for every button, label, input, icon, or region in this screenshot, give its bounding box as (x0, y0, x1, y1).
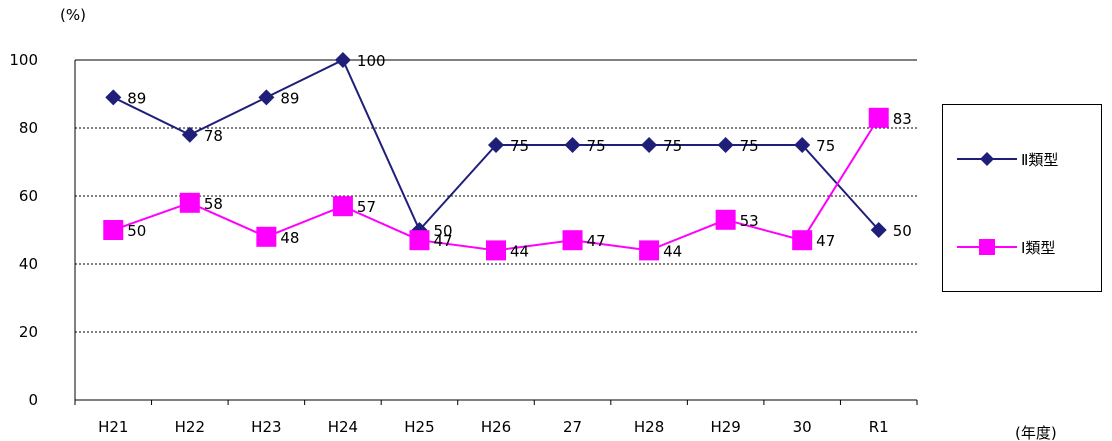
data-label: 44 (663, 242, 682, 260)
data-label: 75 (663, 137, 682, 155)
x-tick-label: H22 (175, 418, 205, 436)
axes (74, 60, 918, 405)
data-label: 78 (204, 127, 223, 145)
data-label: 75 (740, 137, 759, 155)
data-point-diamond (641, 137, 658, 153)
data-point-square (256, 226, 277, 247)
data-point-square (486, 240, 506, 261)
data-point-square (179, 192, 200, 213)
legend-item-series-1: Ⅰ類型 (957, 237, 1055, 257)
series-group (103, 52, 889, 261)
data-label: 50 (893, 222, 912, 240)
data-label: 75 (510, 137, 529, 155)
data-point-diamond (181, 126, 198, 143)
y-tick-label: 40 (19, 255, 38, 273)
y-tick-label: 60 (19, 187, 38, 205)
x-tick-label: H25 (404, 418, 434, 436)
data-label: 89 (280, 89, 299, 107)
legend-item-series-2: Ⅱ類型 (957, 149, 1058, 169)
x-tick-label: 27 (563, 418, 582, 436)
x-unit-label: (年度) (1015, 424, 1057, 441)
x-tick-label: H26 (481, 418, 511, 436)
data-point-square (562, 230, 583, 251)
data-label: 50 (433, 222, 452, 240)
data-label: 47 (587, 232, 606, 250)
data-labels: 89 78 89 100 50 75 75 75 75 75 50 50 58 48 57 47 44 47 44 5… (127, 52, 912, 260)
data-label: 75 (816, 137, 835, 155)
x-tick-label: H23 (251, 418, 281, 436)
data-label: 47 (816, 232, 835, 250)
data-point-square (103, 220, 124, 240)
data-label: 58 (204, 195, 223, 213)
data-point-diamond (334, 52, 351, 68)
data-point-diamond (488, 137, 504, 153)
data-label: 100 (357, 52, 386, 70)
data-point-square (868, 107, 889, 128)
data-point-diamond (105, 89, 122, 106)
data-label: 47 (433, 232, 452, 250)
x-tick-label: 30 (793, 418, 812, 436)
x-tick-label: R1 (869, 418, 889, 436)
data-point-diamond (794, 137, 811, 153)
square-marker-icon (957, 239, 1017, 255)
data-point-square (639, 240, 660, 261)
data-point-square (409, 230, 430, 251)
x-tick-label: H21 (98, 418, 128, 436)
data-label: 89 (127, 89, 146, 107)
diamond-marker-icon (957, 152, 1017, 166)
y-tick-label: 0 (28, 391, 38, 409)
tick-labels: 0 20 40 60 80 100 H21 H22 H23 H24 H25 H26 27 H28 H29 30… (9, 51, 888, 436)
data-point-diamond (870, 222, 887, 238)
data-point-square (332, 196, 353, 217)
x-tick-label: H28 (634, 418, 664, 436)
data-label: 44 (510, 242, 529, 260)
data-label: 83 (893, 110, 912, 128)
data-label: 57 (357, 198, 376, 216)
y-tick-label: 80 (19, 119, 38, 137)
legend-label: Ⅰ類型 (1021, 238, 1056, 257)
data-label: 75 (587, 137, 606, 155)
data-label: 53 (740, 212, 759, 230)
legend-label: Ⅱ類型 (1021, 150, 1059, 169)
data-label: 50 (127, 222, 146, 240)
legend: Ⅱ類型 Ⅰ類型 (942, 104, 1102, 292)
gridlines (75, 59, 917, 333)
data-point-diamond (258, 89, 275, 106)
y-tick-label: 20 (19, 323, 38, 341)
data-point-diamond (564, 137, 581, 153)
plot-area (75, 60, 917, 400)
data-point-square (715, 209, 736, 230)
data-point-diamond (717, 137, 734, 153)
x-tick-label: H29 (710, 418, 740, 436)
y-unit-label: (%) (60, 6, 86, 24)
data-label: 48 (280, 229, 299, 247)
data-point-square (792, 230, 813, 251)
y-tick-label: 100 (9, 51, 38, 69)
x-tick-label: H24 (328, 418, 358, 436)
